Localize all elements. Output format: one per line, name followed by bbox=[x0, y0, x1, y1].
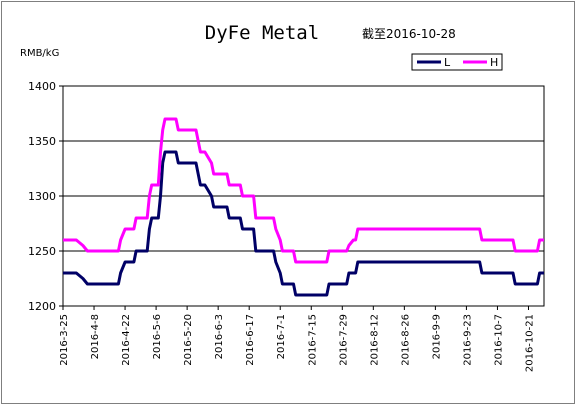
x-tick-label: 2016-5-6 bbox=[152, 314, 163, 359]
x-tick-label: 2016-8-12 bbox=[369, 314, 380, 366]
x-tick-label: 2016-9-23 bbox=[462, 314, 473, 366]
series-line-l bbox=[63, 150, 544, 297]
x-tick-label: 2016-10-7 bbox=[493, 314, 504, 366]
y-tick-label: 1200 bbox=[28, 300, 56, 313]
legend-box bbox=[411, 53, 503, 71]
y-tick-label: 1350 bbox=[28, 135, 56, 148]
chart-title: DyFe Metal bbox=[205, 22, 319, 44]
legend-label-l: L bbox=[444, 56, 451, 69]
x-tick-label: 2016-7-1 bbox=[276, 314, 287, 359]
x-tick-label: 2016-4-8 bbox=[90, 314, 101, 359]
y-tick-label: 1400 bbox=[28, 80, 56, 93]
y-axis: 1200 1250 1300 1350 1400 bbox=[28, 80, 63, 313]
y-axis-unit-label: RMB/kG bbox=[20, 48, 59, 59]
x-tick-label: 2016-7-29 bbox=[338, 314, 349, 366]
x-tick-label: 2016-6-17 bbox=[245, 314, 256, 366]
y-tick-label: 1300 bbox=[28, 190, 56, 203]
x-tick-label: 2016-7-15 bbox=[307, 314, 318, 366]
x-tick-label: 2016-10-21 bbox=[524, 314, 535, 372]
legend-label-h: H bbox=[490, 56, 498, 69]
x-axis: 2016-3-25 2016-4-8 2016-4-22 2016-5-6 2016-5… bbox=[59, 306, 535, 372]
series-line-h bbox=[63, 117, 544, 264]
x-tick-label: 2016-5-20 bbox=[183, 314, 194, 366]
x-tick-label: 2016-4-22 bbox=[121, 314, 132, 366]
series-group bbox=[63, 117, 544, 297]
y-tick-label: 1250 bbox=[28, 245, 56, 258]
chart-subtitle: 截至2016-10-28 bbox=[362, 27, 456, 41]
x-tick-label: 2016-9-9 bbox=[431, 314, 442, 359]
x-tick-label: 2016-6-3 bbox=[214, 314, 225, 359]
x-tick-label: 2016-3-25 bbox=[59, 314, 70, 366]
legend: L H bbox=[411, 53, 503, 71]
x-tick-label: 2016-8-26 bbox=[400, 314, 411, 366]
